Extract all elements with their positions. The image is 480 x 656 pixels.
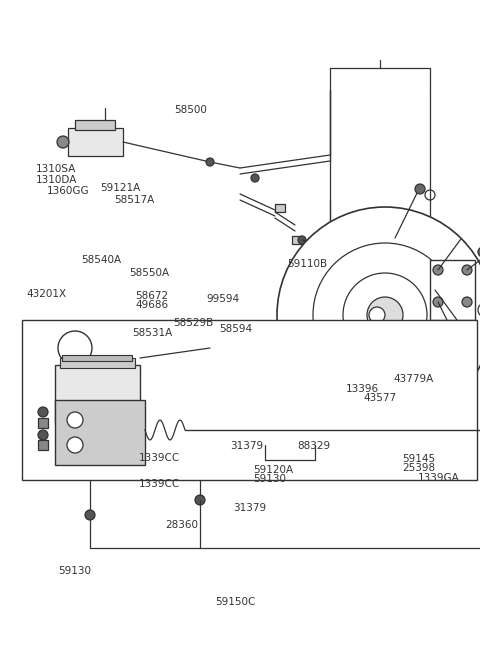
Text: 1310SA: 1310SA xyxy=(36,164,76,174)
Text: 58500: 58500 xyxy=(175,105,207,115)
Text: 59121A: 59121A xyxy=(100,182,140,193)
Bar xyxy=(22,320,477,480)
Bar xyxy=(60,358,135,368)
Circle shape xyxy=(38,430,48,440)
Circle shape xyxy=(85,510,95,520)
Text: 59110B: 59110B xyxy=(287,259,327,270)
Circle shape xyxy=(462,297,472,307)
Circle shape xyxy=(38,407,48,417)
Ellipse shape xyxy=(279,421,291,439)
Circle shape xyxy=(478,247,480,257)
Ellipse shape xyxy=(302,290,324,340)
Text: 43201X: 43201X xyxy=(26,289,67,299)
Text: 59130: 59130 xyxy=(58,565,91,576)
Text: 88329: 88329 xyxy=(298,441,331,451)
Ellipse shape xyxy=(193,426,207,434)
Circle shape xyxy=(369,307,385,323)
Ellipse shape xyxy=(439,421,457,439)
Ellipse shape xyxy=(306,298,320,333)
Ellipse shape xyxy=(251,423,265,437)
Bar xyxy=(62,355,132,361)
Circle shape xyxy=(67,437,83,453)
Text: 58672: 58672 xyxy=(135,291,168,301)
Ellipse shape xyxy=(338,420,358,440)
Circle shape xyxy=(313,243,457,387)
Text: 1339GA: 1339GA xyxy=(418,472,459,483)
Text: 49686: 49686 xyxy=(135,300,168,310)
Text: 31379: 31379 xyxy=(233,503,266,514)
Bar xyxy=(430,260,475,320)
Text: 59130: 59130 xyxy=(253,474,287,484)
Ellipse shape xyxy=(367,427,373,433)
Ellipse shape xyxy=(311,423,325,437)
Text: 59150C: 59150C xyxy=(215,597,255,607)
Bar xyxy=(275,204,285,212)
Circle shape xyxy=(206,158,214,166)
Circle shape xyxy=(67,412,83,428)
Ellipse shape xyxy=(392,420,412,440)
Circle shape xyxy=(298,236,306,244)
Text: 31379: 31379 xyxy=(230,441,264,451)
Circle shape xyxy=(277,207,480,423)
Text: 28360: 28360 xyxy=(166,520,199,530)
Text: 1339CC: 1339CC xyxy=(139,479,180,489)
Text: 43779A: 43779A xyxy=(394,374,434,384)
Circle shape xyxy=(478,303,480,317)
Circle shape xyxy=(433,265,443,275)
Text: 58517A: 58517A xyxy=(114,195,155,205)
Ellipse shape xyxy=(238,426,246,434)
Ellipse shape xyxy=(329,427,335,433)
Ellipse shape xyxy=(418,420,432,440)
Circle shape xyxy=(433,297,443,307)
Circle shape xyxy=(57,136,69,148)
Text: 58594: 58594 xyxy=(219,324,252,335)
Text: 58531A: 58531A xyxy=(132,328,172,338)
Text: 1360GG: 1360GG xyxy=(47,186,90,196)
Text: 58529B: 58529B xyxy=(173,318,213,328)
Circle shape xyxy=(195,495,205,505)
Text: 1310DA: 1310DA xyxy=(36,174,77,185)
Circle shape xyxy=(367,297,403,333)
Text: 25398: 25398 xyxy=(402,463,435,474)
Circle shape xyxy=(251,174,259,182)
Bar xyxy=(68,128,123,156)
Bar xyxy=(55,365,140,423)
Circle shape xyxy=(343,273,427,357)
Bar xyxy=(55,400,145,465)
Ellipse shape xyxy=(382,424,394,436)
Text: 99594: 99594 xyxy=(206,294,240,304)
Text: 58550A: 58550A xyxy=(130,268,170,278)
Text: 59120A: 59120A xyxy=(253,464,294,475)
Text: 59145: 59145 xyxy=(402,454,435,464)
Bar xyxy=(292,236,302,244)
Text: 1339CC: 1339CC xyxy=(139,453,180,463)
Circle shape xyxy=(462,265,472,275)
Text: 58540A: 58540A xyxy=(82,255,122,265)
Bar xyxy=(38,440,48,450)
Text: 13396: 13396 xyxy=(346,384,379,394)
Text: 43577: 43577 xyxy=(364,393,397,403)
Ellipse shape xyxy=(220,423,230,437)
Ellipse shape xyxy=(269,427,275,433)
Circle shape xyxy=(273,346,301,374)
Circle shape xyxy=(415,184,425,194)
Ellipse shape xyxy=(296,426,304,434)
Bar xyxy=(38,418,48,428)
Circle shape xyxy=(58,331,92,365)
Bar xyxy=(75,120,115,130)
